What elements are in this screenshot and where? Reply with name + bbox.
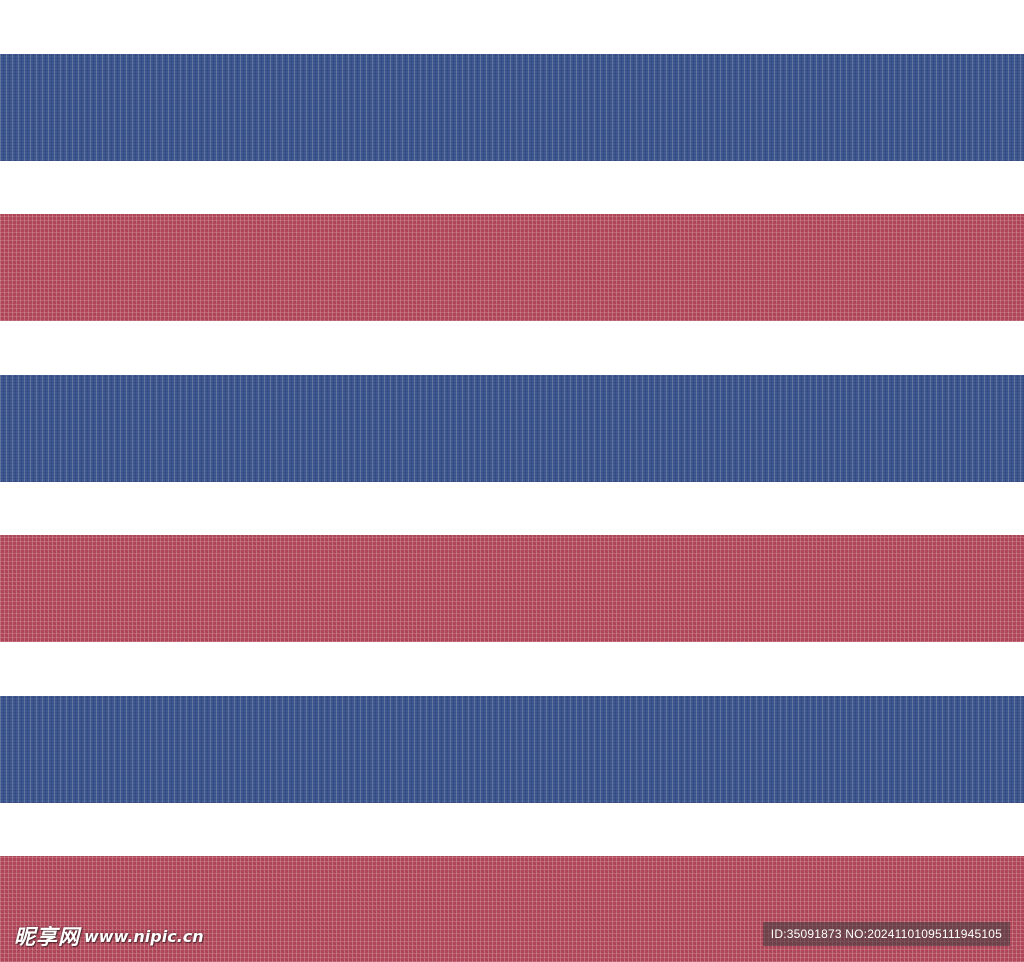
watermark-brand: 昵享网 (14, 925, 80, 949)
red-stripe (0, 856, 1024, 962)
watermark-logo: 昵享网 www.nipic.cn (14, 918, 204, 954)
red-stripe (0, 535, 1024, 642)
watermark-site: www.nipic.cn (84, 926, 204, 946)
blue-stripe (0, 696, 1024, 803)
blue-stripe (0, 375, 1024, 482)
blue-stripe (0, 54, 1024, 161)
red-stripe (0, 214, 1024, 321)
watermark-id-label: ID:35091873 NO:20241101095111945105 (762, 922, 1010, 946)
